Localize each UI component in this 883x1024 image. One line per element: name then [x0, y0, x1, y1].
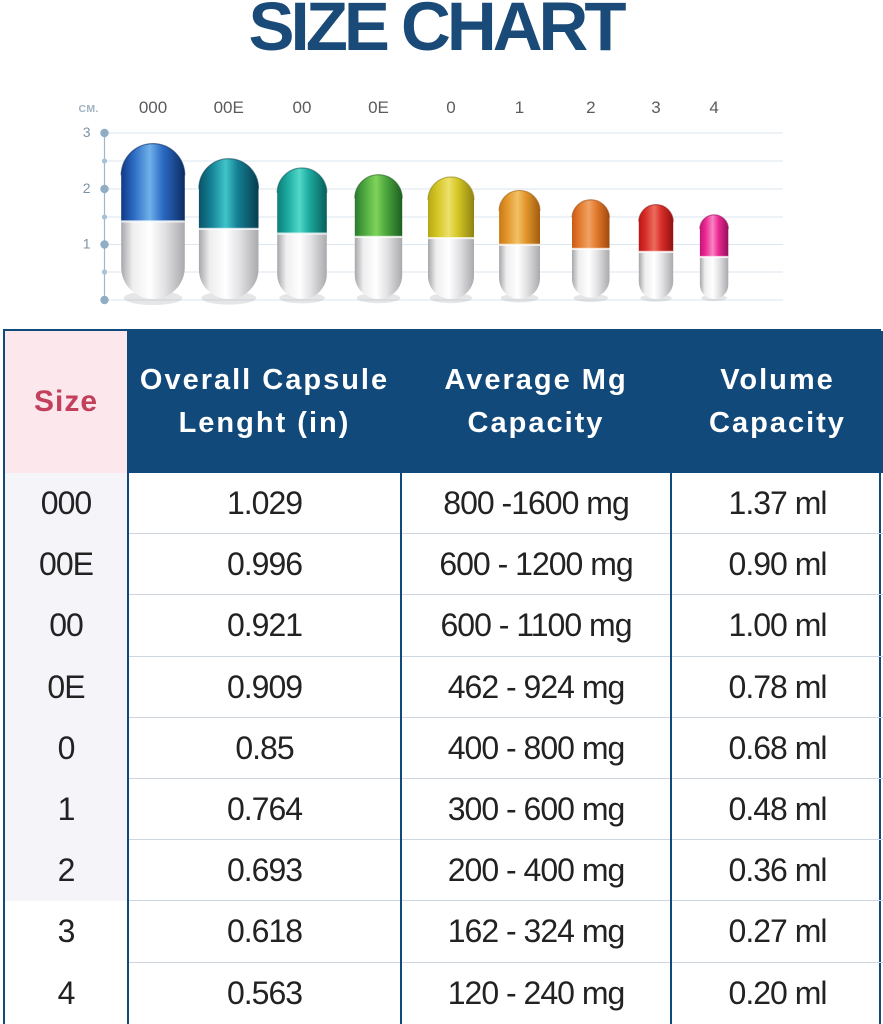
svg-text:0E: 0E: [368, 98, 389, 117]
svg-text:2: 2: [586, 98, 595, 117]
svg-text:00: 00: [293, 98, 312, 117]
svg-text:3: 3: [83, 124, 91, 140]
svg-text:4: 4: [709, 98, 718, 117]
svg-text:CM.: CM.: [79, 103, 99, 115]
svg-text:000: 000: [139, 98, 167, 117]
svg-text:2: 2: [83, 180, 91, 196]
svg-text:1: 1: [83, 236, 91, 252]
svg-text:00E: 00E: [214, 98, 244, 117]
svg-text:0: 0: [446, 98, 455, 117]
svg-text:3: 3: [651, 98, 660, 117]
svg-text:1: 1: [515, 98, 524, 117]
